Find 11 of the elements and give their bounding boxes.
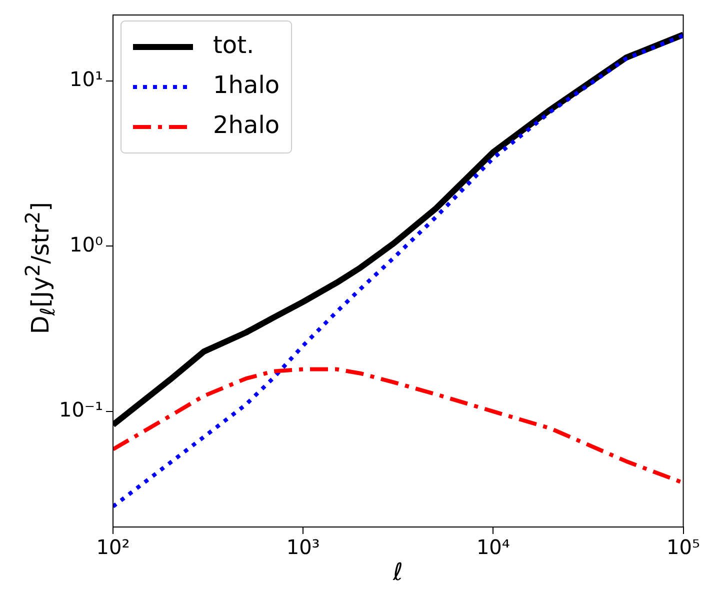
x-tick-label: 10⁴ (476, 535, 510, 560)
x-tick-label: 10² (96, 535, 130, 560)
x-axis-title: ℓ (393, 558, 403, 586)
x-tick-label: 10⁵ (666, 535, 700, 560)
y-tick-label: 10¹ (70, 66, 103, 91)
legend-label: 2halo (213, 111, 280, 140)
legend-label: tot. (213, 31, 254, 60)
legend-label: 1halo (213, 71, 280, 100)
y-tick-label: 10⁻¹ (58, 398, 103, 422)
y-tick-label: 10⁰ (70, 232, 103, 256)
x-tick-label: 10³ (286, 535, 320, 560)
